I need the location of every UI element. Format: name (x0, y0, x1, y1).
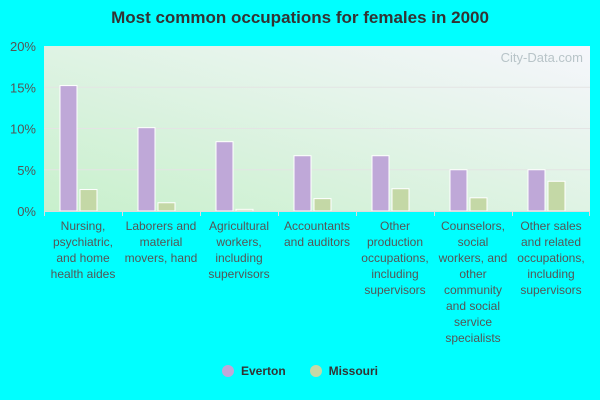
bar-everton[interactable] (137, 127, 156, 212)
legend-swatch (221, 365, 234, 377)
y-tick-label: 10% (10, 122, 36, 137)
legend-label: Missouri (328, 364, 379, 378)
bar-missouri[interactable] (469, 197, 488, 212)
bar-missouri[interactable] (79, 189, 98, 212)
bar-everton[interactable] (527, 169, 546, 212)
x-tick-label: Agricultural workers, including supervis… (208, 219, 270, 281)
y-tick-label: 5% (17, 163, 36, 178)
x-tick-label: Nursing, psychiatric, and home health ai… (50, 219, 116, 281)
bar-missouri[interactable] (391, 188, 410, 212)
bar-missouri[interactable] (157, 202, 176, 212)
chart-title: Most common occupations for females in 2… (111, 8, 489, 27)
x-tick-label: Other production occupations, including … (361, 219, 429, 297)
y-tick-label: 20% (10, 39, 36, 54)
x-tick-label: Laborers and material movers, hand (124, 219, 198, 265)
legend-item-everton[interactable]: Everton (221, 364, 286, 378)
legend: Everton Missouri (0, 364, 600, 380)
bar-missouri[interactable] (235, 208, 254, 212)
bar-everton[interactable] (449, 169, 468, 212)
legend-item-missouri[interactable]: Missouri (309, 364, 379, 378)
bar-everton[interactable] (293, 155, 312, 212)
x-tick-label: Other sales and related occupations, inc… (517, 219, 585, 297)
bar-missouri[interactable] (547, 180, 566, 212)
y-tick-label: 15% (10, 80, 36, 95)
bar-missouri[interactable] (313, 198, 332, 212)
bar-everton[interactable] (59, 85, 78, 212)
bar-everton[interactable] (371, 155, 390, 212)
legend-swatch (309, 365, 322, 377)
x-tick-label: Counselors, social workers, and other co… (438, 219, 508, 345)
watermark: City-Data.com (501, 50, 583, 65)
y-tick-label: 0% (17, 204, 36, 219)
legend-label: Everton (240, 364, 286, 378)
bar-everton[interactable] (215, 141, 234, 212)
x-tick-label: Accountants and auditors (283, 219, 351, 249)
